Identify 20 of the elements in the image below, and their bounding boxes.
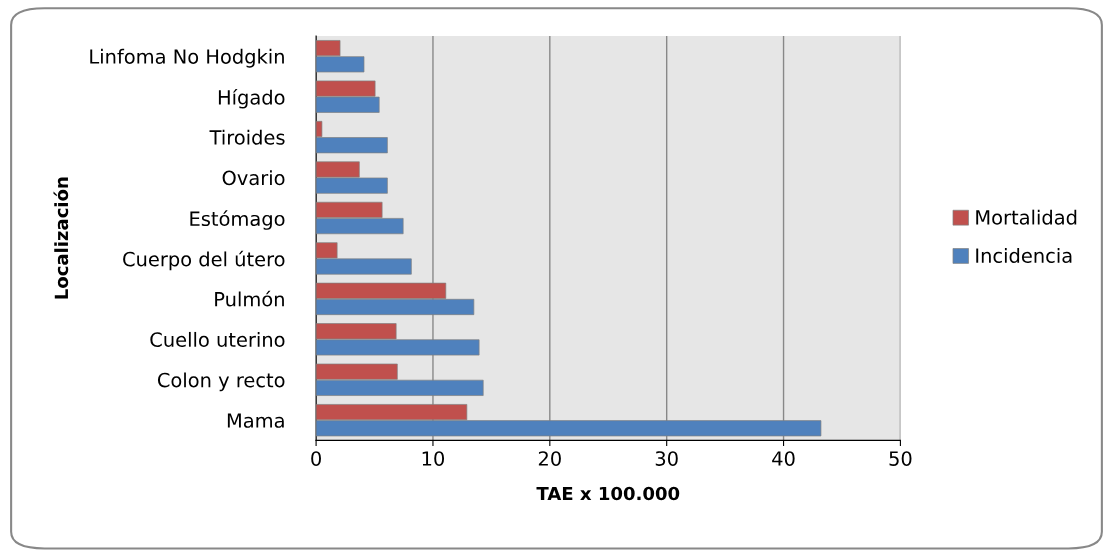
y-tick-label: Linfoma No Hodgkin [90, 48, 284, 68]
x-tick-label: 40 [772, 451, 795, 466]
y-tick-label: Pulmón [215, 290, 284, 307]
x-tick-label: 10 [422, 451, 445, 466]
y-tick-label: Hígado [218, 88, 285, 109]
y-tick-label: Ovario [222, 170, 285, 186]
y-tick-label: Estómago [190, 210, 285, 230]
x-tick-label: 20 [538, 451, 561, 466]
x-tick-label: 0 [311, 451, 321, 466]
legend-label: Mortalidad [976, 209, 1077, 225]
y-tick-label: Cuerpo del útero [123, 250, 285, 271]
legend-label: Incidencia [976, 247, 1072, 263]
x-tick-label: 30 [655, 451, 678, 466]
y-tick-label: Cuello uterino [150, 331, 285, 347]
x-axis-title: TAE x 100.000 [536, 486, 680, 501]
x-tick-label: 50 [889, 451, 912, 466]
y-axis-title: Localización [53, 177, 69, 299]
y-tick-label: Colon y recto [157, 372, 285, 392]
y-tick-label: Mama [227, 413, 284, 428]
y-tick-label: Tiroides [209, 129, 285, 145]
